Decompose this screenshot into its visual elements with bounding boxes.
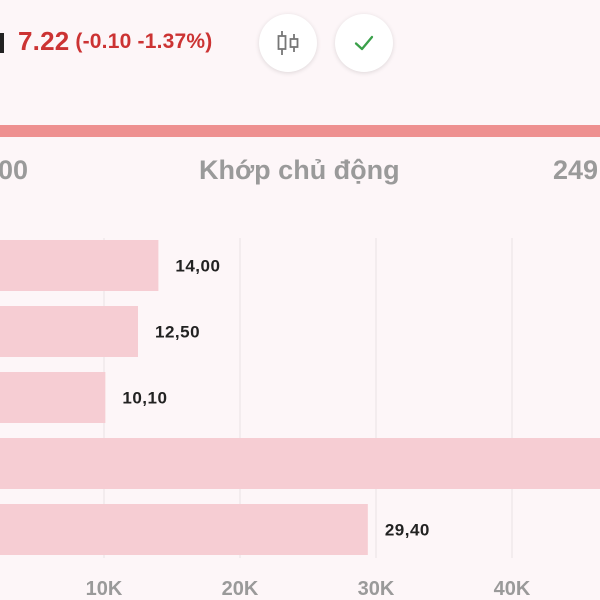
- candlestick-chart-button[interactable]: [259, 14, 317, 72]
- check-icon: [354, 35, 374, 51]
- stat-left-value: 00: [0, 155, 29, 185]
- bar-1: [0, 306, 138, 357]
- stat-center-label: Khớp chủ động: [199, 155, 400, 185]
- bar-2: [0, 372, 106, 423]
- header: 7.22 (-0.10 -1.37%): [0, 0, 600, 90]
- horizontal-bar-chart: 14,00 12,50 10,10 29,40 10K 20K 30K 40K: [0, 238, 600, 600]
- bar-0: [0, 240, 159, 291]
- x-tick-label-3: 40K: [494, 578, 531, 600]
- x-tick-label-2: 30K: [358, 578, 395, 600]
- stat-right-value: 249: [553, 155, 599, 185]
- x-tick-label-0: 10K: [86, 578, 123, 600]
- bar-3: [0, 438, 600, 489]
- bar-label-0: 14,00: [175, 257, 220, 276]
- price-marker: [0, 33, 4, 53]
- price-display: 7.22 (-0.10 -1.37%): [18, 26, 212, 57]
- candlestick-chart-icon: [277, 31, 299, 55]
- price-change: (-0.10 -1.37%): [75, 30, 213, 53]
- bar-label-2: 10,10: [122, 389, 167, 408]
- bar-label-4: 29,40: [385, 521, 430, 540]
- price-value: 7.22: [18, 26, 70, 56]
- x-tick-label-1: 20K: [222, 578, 259, 600]
- accent-bar: [0, 125, 600, 137]
- bar-label-1: 12,50: [155, 323, 200, 342]
- bar-4: [0, 504, 368, 555]
- confirm-button[interactable]: [335, 14, 393, 72]
